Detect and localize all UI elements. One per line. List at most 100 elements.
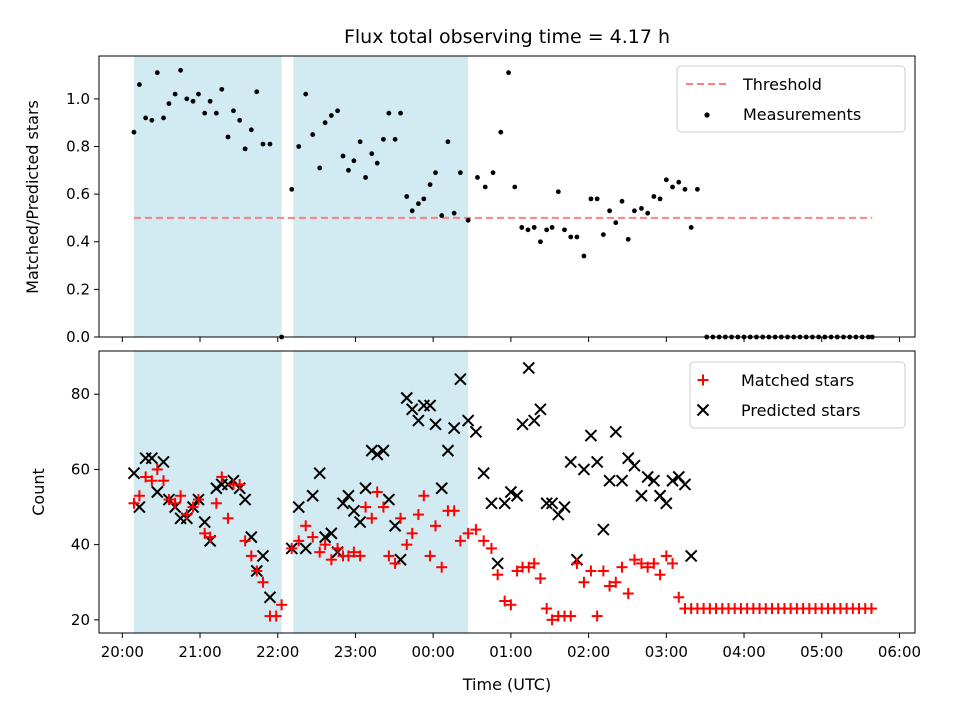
top-y-tick-label: 0.8: [66, 137, 90, 155]
x-tick-label: 01:00: [489, 643, 532, 661]
predicted-star-point: [469, 425, 483, 439]
matched-star-point: [418, 490, 430, 502]
predicted-star-point: [647, 474, 661, 487]
top-y-tick-label: 1.0: [66, 90, 90, 108]
matched-star-point: [546, 614, 558, 626]
bottom-y-tick-label: 80: [71, 385, 90, 403]
measurement-point: [254, 89, 260, 95]
predicted-star-point: [256, 549, 270, 563]
matched-star-point: [245, 550, 257, 562]
predicted-star-point: [510, 489, 524, 502]
matched-star-point: [286, 542, 298, 554]
predicted-star-point: [388, 519, 402, 533]
measurement-point: [335, 108, 340, 114]
predicted-star-point: [491, 557, 504, 570]
predicted-star-point: [584, 429, 598, 442]
measurement-point: [457, 170, 463, 176]
x-tick-label: 05:00: [800, 643, 843, 661]
predicted-star-point: [454, 372, 467, 386]
predicted-star-point: [405, 403, 419, 416]
predicted-star-point: [516, 418, 529, 431]
measurement-point: [260, 141, 266, 147]
predicted-star-point: [359, 482, 372, 495]
legend-threshold-label: Threshold: [742, 75, 822, 94]
measurement-point: [451, 210, 457, 216]
measurement-point: [409, 208, 415, 214]
matched-star-point: [163, 494, 175, 506]
bottom-y-tick-label: 60: [71, 460, 90, 478]
top-y-axis: 0.0 0.2 0.4 0.6 0.8 1.0: [66, 90, 99, 346]
predicted-star-point: [558, 500, 571, 514]
measurement-point: [670, 184, 675, 190]
matched-star-point: [276, 599, 288, 611]
predicted-star-point: [522, 361, 535, 375]
matched-star-point: [234, 478, 246, 490]
matched-star-point: [865, 603, 877, 615]
predicted-star-point: [210, 482, 223, 495]
matched-star-point: [204, 531, 216, 543]
measurement-point: [137, 82, 142, 87]
measurement-point: [490, 170, 496, 176]
matched-star-point: [293, 535, 305, 547]
bottom-legend: Matched stars Predicted stars: [689, 361, 906, 429]
matched-star-point: [307, 531, 319, 543]
measurement-point: [607, 208, 612, 214]
predicted-star-point: [318, 530, 332, 544]
matched-star-point: [585, 565, 597, 577]
matched-star-point: [270, 610, 282, 622]
matched-star-point: [151, 463, 163, 475]
measurement-point: [242, 146, 248, 152]
matched-star-point: [187, 501, 199, 513]
bottom-y-tick-label: 40: [71, 536, 90, 554]
top-axes-frame: [98, 55, 916, 338]
matched-star-point: [348, 546, 360, 558]
predicted-star-point: [151, 485, 164, 499]
predicted-star-point: [145, 451, 159, 465]
predicted-star-point: [461, 414, 475, 427]
measurement-point: [433, 170, 438, 176]
top-y-tick-label: 0.2: [66, 280, 90, 298]
matched-star-point: [454, 535, 466, 547]
measurement-point: [374, 160, 380, 166]
predicted-star-point: [429, 418, 442, 431]
measurement-point: [594, 196, 600, 202]
x-tick-label: 00:00: [412, 643, 455, 661]
measurement-point: [369, 151, 375, 157]
measurement-point: [289, 186, 295, 192]
measurement-point: [131, 129, 137, 135]
matched-star-point: [642, 561, 654, 573]
predicted-star-point: [365, 444, 378, 457]
matched-star-point: [169, 497, 181, 509]
measurement-point: [310, 132, 316, 137]
matched-star-point: [354, 550, 366, 562]
top-legend-box: [676, 65, 906, 133]
x-tick-label: 02:00: [567, 643, 610, 661]
matched-star-point: [175, 490, 187, 502]
predicted-star-point: [353, 515, 367, 529]
matched-star-point: [430, 520, 442, 532]
bottom-shaded-regions: [133, 351, 469, 633]
top-legend: Threshold Measurements: [676, 65, 906, 133]
predicted-star-point: [615, 474, 629, 487]
bottom-y-axis: 20 40 60 80: [71, 385, 99, 629]
x-tick-label: 04:00: [722, 643, 765, 661]
measurement-point: [386, 110, 392, 116]
matched-star-point: [192, 494, 204, 506]
predicted-star-point: [590, 455, 604, 469]
matched-star-point: [628, 554, 640, 566]
matched-star-point: [325, 554, 337, 566]
top-x-ticks: [121, 337, 900, 342]
measurement-point: [538, 239, 543, 245]
measurement-point: [166, 101, 172, 107]
matched-star-point: [505, 599, 517, 611]
matched-star-point: [462, 527, 474, 539]
matched-star-point: [667, 557, 679, 569]
matched-star-point: [610, 576, 622, 588]
bottom-x-axis: 20:00 21:00 22:00 23:00 00:00 01:00 02:00 03:00…: [101, 633, 921, 661]
matched-star-point: [239, 535, 251, 547]
measurement-point: [568, 234, 574, 240]
predicted-star-point: [292, 500, 305, 514]
chart-title: Flux total observing time = 4.17 h: [344, 26, 670, 48]
legend-measurements-label: Measurements: [743, 105, 861, 124]
